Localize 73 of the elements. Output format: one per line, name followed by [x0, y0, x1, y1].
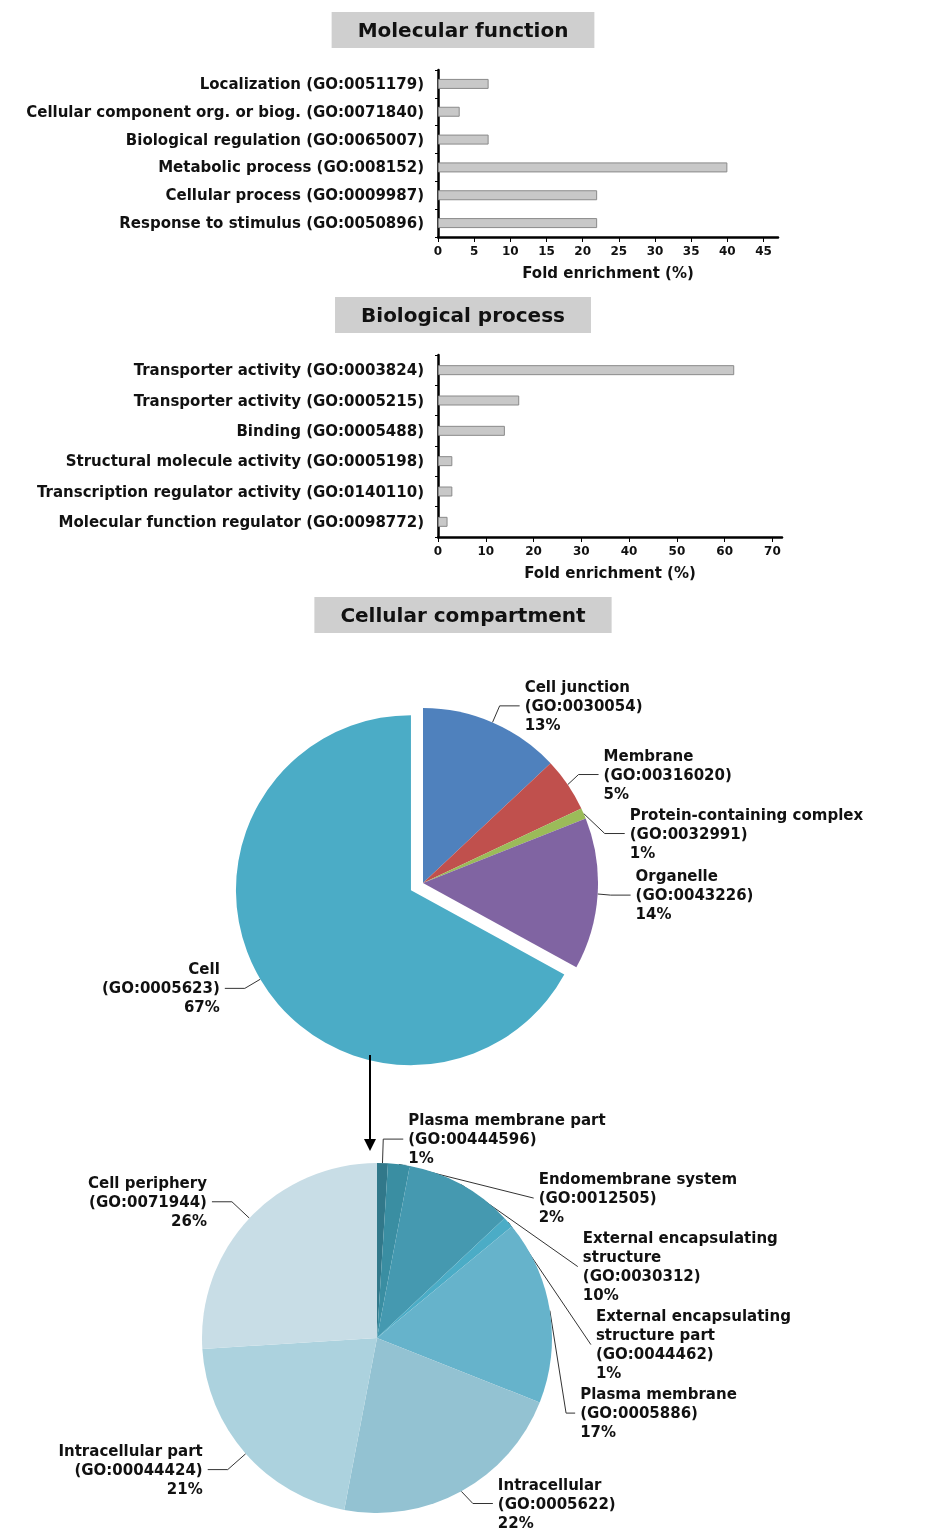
slice-label: Plasma membrane part (GO:00444596)	[408, 1111, 606, 1149]
bar	[438, 365, 735, 376]
data-label: 1%	[629, 843, 656, 862]
y-tick-label: Localization (GO:0051179)	[199, 74, 424, 93]
y-tick-label: Binding (GO:0005488)	[236, 421, 424, 440]
slice-label: Intracellular (GO:0005622)	[497, 1475, 616, 1513]
y-tick-label: Cellular process (GO:0009987)	[165, 186, 424, 205]
bar	[438, 162, 728, 173]
x-axis-title: Fold enrichment (%)	[524, 563, 696, 582]
bar	[438, 516, 448, 527]
slice-label: External encapsulating structure (GO:0030312)	[582, 1229, 784, 1286]
y-tick-label: Molecular function regulator (GO:0098772)	[58, 512, 424, 531]
slice-label: External encapsulating structure part (GO:0044462)	[595, 1307, 797, 1364]
chart-title: Molecular function	[357, 18, 569, 42]
data-label: 17%	[580, 1423, 617, 1442]
slice-label: Protein-containing complex (GO:0032991)	[629, 805, 864, 843]
y-tick-label: Cellular component org. or biog. (GO:0071840)	[26, 102, 424, 121]
x-axis-title: Fold enrichment (%)	[522, 263, 694, 282]
data-label: 14%	[635, 905, 672, 924]
x-tick-label: 15	[538, 244, 555, 258]
x-tick-label: 60	[716, 544, 734, 558]
data-label: 26%	[171, 1211, 207, 1230]
slice-label: Intracellular part (GO:00044424)	[58, 1441, 203, 1479]
x-tick-label: 5	[469, 244, 479, 258]
x-tick-label: 30	[572, 544, 590, 558]
data-label: 22%	[497, 1513, 534, 1532]
bar	[438, 456, 453, 467]
slice-label: Plasma membrane (GO:0005886)	[580, 1385, 737, 1423]
x-tick-label: 10	[477, 544, 495, 558]
data-label: 67%	[183, 998, 220, 1017]
y-tick-label: Transporter activity (GO:0003824)	[133, 361, 424, 380]
x-tick-label: 40	[719, 244, 736, 258]
x-tick-label: 45	[755, 244, 772, 258]
slice-label: Cell periphery (GO:0071944)	[88, 1173, 208, 1211]
slice-label: Cell junction (GO:0030054)	[524, 677, 643, 715]
data-label: 1%	[408, 1149, 434, 1168]
data-label: 2%	[538, 1208, 565, 1227]
data-label: 1%	[595, 1364, 622, 1383]
bar	[438, 106, 460, 117]
chart-title: Biological process	[361, 303, 565, 327]
bar	[438, 190, 598, 201]
x-tick-label: 0	[433, 544, 443, 558]
y-tick-label: Transcription regulator activity (GO:0140110)	[37, 482, 424, 501]
x-tick-label: 70	[764, 544, 781, 558]
x-tick-label: 50	[668, 544, 686, 558]
x-tick-label: 25	[610, 244, 628, 258]
x-tick-label: 20	[525, 544, 542, 558]
data-label: 10%	[582, 1286, 619, 1305]
bar	[438, 134, 489, 145]
slice-label: Cell (GO:0005623)	[101, 960, 220, 998]
data-label: 5%	[603, 784, 630, 803]
bar	[438, 395, 520, 406]
y-tick-label: Structural molecule activity (GO:0005198)	[65, 452, 424, 471]
bar	[438, 425, 505, 436]
slice-label: Endomembrane system (GO:0012505)	[538, 1170, 738, 1208]
y-tick-label: Transporter activity (GO:0005215)	[133, 391, 424, 410]
slice-label: Membrane (GO:00316020)	[603, 746, 732, 784]
y-tick-label: Metabolic process (GO:008152)	[158, 158, 424, 177]
data-label: 13%	[524, 715, 561, 734]
slice-label: Organelle (GO:0043226)	[635, 867, 754, 905]
bar	[438, 486, 453, 497]
chart-title: Cellular compartment	[340, 603, 587, 627]
bar	[438, 78, 489, 89]
data-label: 21%	[166, 1479, 203, 1498]
y-tick-label: Response to stimulus (GO:0050896)	[119, 214, 424, 233]
x-tick-label: 30	[646, 244, 664, 258]
x-tick-label: 40	[620, 544, 638, 558]
x-tick-label: 20	[574, 244, 592, 258]
x-tick-label: 10	[501, 244, 519, 258]
bar	[438, 218, 598, 229]
x-tick-label: 0	[433, 244, 443, 258]
x-tick-label: 35	[682, 244, 700, 258]
y-tick-label: Biological regulation (GO:0065007)	[125, 130, 424, 149]
